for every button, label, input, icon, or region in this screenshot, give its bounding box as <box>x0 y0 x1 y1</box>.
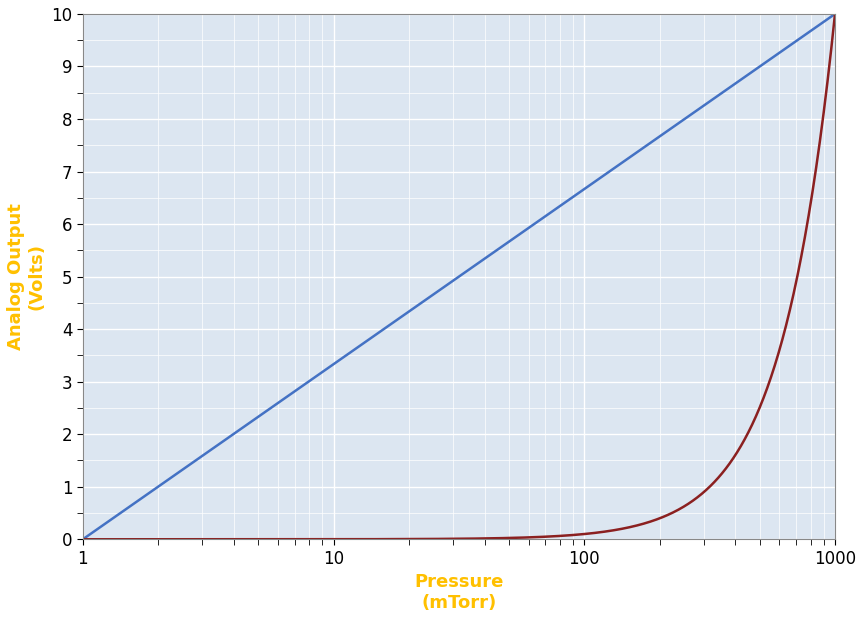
Y-axis label: Analog Output
(Volts): Analog Output (Volts) <box>7 203 46 350</box>
X-axis label: Pressure
(mTorr): Pressure (mTorr) <box>414 573 504 612</box>
